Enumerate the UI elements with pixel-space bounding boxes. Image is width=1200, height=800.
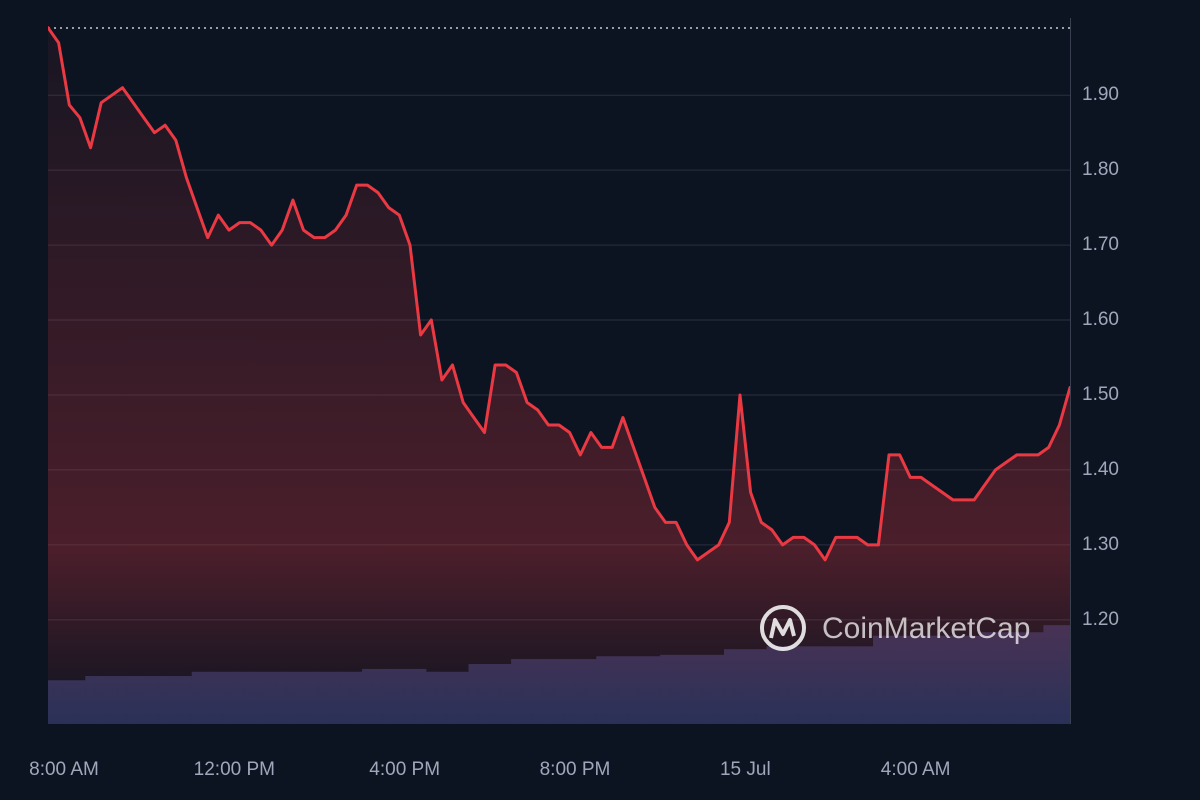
- x-tick-label: 4:00 AM: [881, 759, 951, 780]
- y-tick-label: 1.60: [1082, 309, 1119, 330]
- plot-layer: 1.20 1.30 1.40 1.50 1.60 1.70 1.80 1.90 8:00 AM 1…: [29, 26, 1119, 780]
- watermark-text: CoinMarketCap: [822, 612, 1030, 645]
- x-tick-label: 8:00 PM: [540, 759, 611, 780]
- x-tick-label: 4:00 PM: [369, 759, 440, 780]
- y-tick-label: 1.70: [1082, 234, 1119, 255]
- y-tick-label: 1.30: [1082, 534, 1119, 555]
- y-tick-label: 1.40: [1082, 459, 1119, 480]
- logo-ring: [760, 605, 806, 651]
- y-tick-label: 1.50: [1082, 384, 1119, 405]
- watermark: CoinMarketCap: [760, 605, 1030, 651]
- y-tick-label: 1.90: [1082, 84, 1119, 105]
- price-line: [48, 26, 1070, 562]
- x-tick-label: 15 Jul: [720, 759, 771, 780]
- y-tick-label: 1.80: [1082, 159, 1119, 180]
- x-tick-label: 12:00 PM: [194, 759, 275, 780]
- y-tick-label: 1.20: [1082, 609, 1119, 630]
- area-fill: [48, 27, 1070, 724]
- x-tick-label: 8:00 AM: [29, 759, 99, 780]
- logo-mark: [769, 618, 796, 639]
- plot-area: [48, 26, 1070, 724]
